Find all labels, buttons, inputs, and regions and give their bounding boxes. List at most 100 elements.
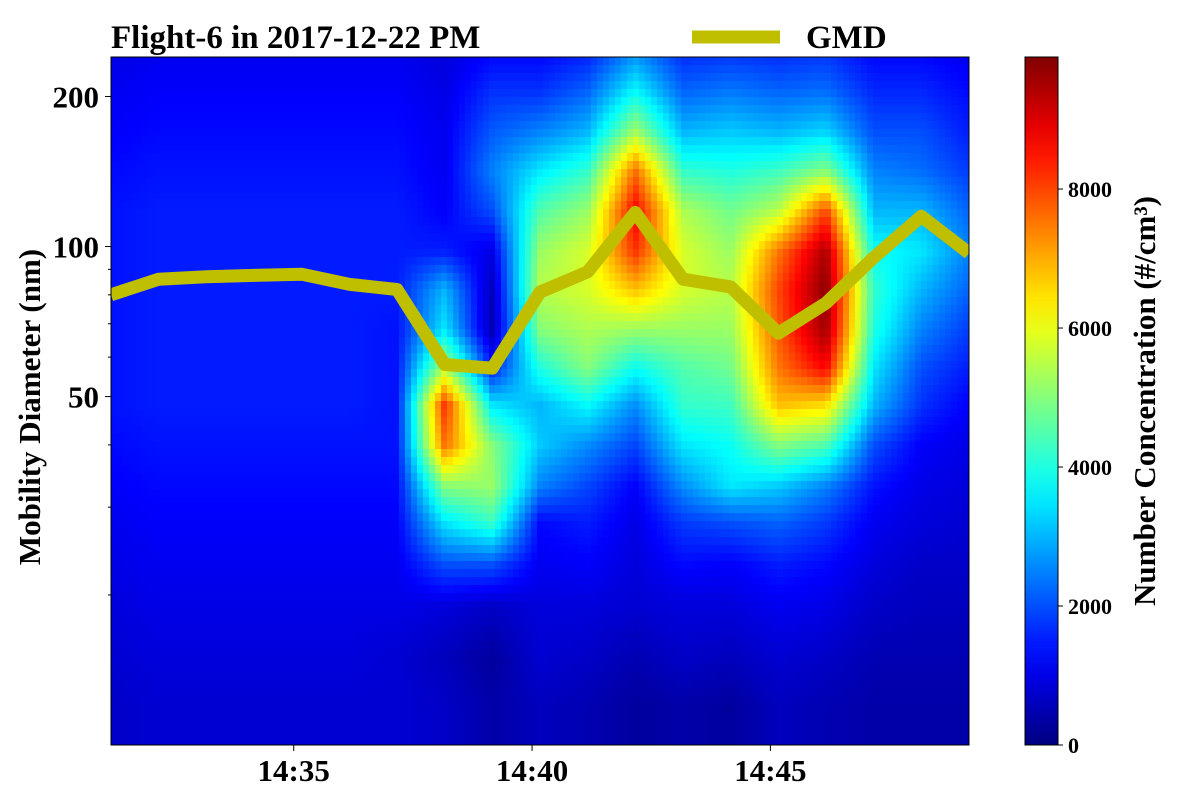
heatmap-cell — [207, 249, 214, 258]
heatmap-cell — [495, 185, 502, 194]
heatmap-cell — [153, 305, 160, 314]
heatmap-cell — [621, 185, 628, 194]
heatmap-cell — [633, 193, 640, 202]
heatmap-cell — [381, 329, 388, 338]
heatmap-cell — [405, 89, 412, 98]
heatmap-cell — [357, 209, 364, 218]
heatmap-cell — [843, 89, 850, 98]
heatmap-cell — [561, 257, 568, 266]
heatmap-cell — [525, 209, 532, 218]
heatmap-cell — [753, 249, 760, 258]
heatmap-cell — [765, 273, 772, 282]
heatmap-cell — [531, 97, 538, 106]
heatmap-cell — [927, 65, 934, 74]
heatmap-cell — [651, 305, 658, 314]
heatmap-cell — [363, 121, 370, 130]
heatmap-cell — [147, 97, 154, 106]
heatmap-cell — [591, 241, 598, 250]
heatmap-cell — [915, 185, 922, 194]
heatmap-cell — [159, 209, 166, 218]
heatmap-cell — [795, 65, 802, 74]
heatmap-cell — [807, 177, 814, 186]
heatmap-cell — [219, 105, 226, 114]
heatmap-cell — [195, 225, 202, 234]
heatmap-cell — [321, 225, 328, 234]
heatmap-cell — [393, 329, 400, 338]
heatmap-cell — [585, 185, 592, 194]
heatmap-cell — [309, 249, 316, 258]
heatmap-cell — [957, 105, 964, 114]
heatmap-cell — [357, 297, 364, 306]
heatmap-cell — [387, 201, 394, 210]
heatmap-cell — [747, 313, 754, 322]
heatmap-cell — [531, 241, 538, 250]
heatmap-cell — [315, 97, 322, 106]
heatmap-cell — [537, 209, 544, 218]
heatmap-cell — [153, 161, 160, 170]
heatmap-cell — [951, 153, 958, 162]
heatmap-cell — [783, 313, 790, 322]
heatmap-cell — [753, 161, 760, 170]
heatmap-cell — [507, 241, 514, 250]
heatmap-cell — [237, 153, 244, 162]
heatmap-cell — [771, 297, 778, 306]
heatmap-cell — [231, 265, 238, 274]
heatmap-cell — [741, 281, 748, 290]
heatmap-cell — [519, 97, 526, 106]
heatmap-cell — [333, 145, 340, 154]
heatmap-cell — [507, 273, 514, 282]
heatmap-cell — [765, 329, 772, 338]
heatmap-cell — [813, 57, 820, 66]
heatmap-cell — [801, 81, 808, 90]
heatmap-cell — [213, 57, 220, 66]
heatmap-cell — [879, 105, 886, 114]
heatmap-cell — [909, 113, 916, 122]
heatmap-cell — [117, 121, 124, 130]
heatmap-cell — [255, 129, 262, 138]
heatmap-cell — [867, 105, 874, 114]
heatmap-cell — [705, 121, 712, 130]
heatmap-cell — [237, 185, 244, 194]
heatmap-cell — [717, 209, 724, 218]
heatmap-cell — [477, 113, 484, 122]
heatmap-cell — [195, 177, 202, 186]
heatmap-cell — [153, 65, 160, 74]
heatmap-cell — [603, 89, 610, 98]
heatmap-cell — [717, 97, 724, 106]
heatmap-cell — [585, 65, 592, 74]
heatmap-cell — [789, 185, 796, 194]
heatmap-cell — [477, 201, 484, 210]
heatmap-cell — [735, 97, 742, 106]
heatmap-cell — [789, 113, 796, 122]
heatmap-cell — [855, 105, 862, 114]
heatmap-cell — [339, 193, 346, 202]
heatmap-cell — [705, 313, 712, 322]
heatmap-cell — [807, 233, 814, 242]
heatmap-cell — [915, 137, 922, 146]
heatmap-cell — [927, 201, 934, 210]
heatmap-cell — [747, 209, 754, 218]
heatmap-cell — [177, 169, 184, 178]
heatmap-cell — [381, 65, 388, 74]
heatmap-cell — [555, 313, 562, 322]
heatmap-cell — [135, 97, 142, 106]
heatmap-cell — [333, 137, 340, 146]
heatmap-cell — [303, 97, 310, 106]
heatmap-cell — [483, 121, 490, 130]
heatmap-cell — [519, 201, 526, 210]
heatmap-cell — [663, 273, 670, 282]
heatmap-cell — [417, 105, 424, 114]
heatmap-cell — [405, 201, 412, 210]
heatmap-cell — [135, 129, 142, 138]
heatmap-cell — [465, 145, 472, 154]
heatmap-cell — [459, 89, 466, 98]
heatmap-cell — [663, 65, 670, 74]
heatmap-cell — [885, 89, 892, 98]
heatmap-cell — [309, 177, 316, 186]
heatmap-cell — [663, 81, 670, 90]
heatmap-cell — [273, 217, 280, 226]
heatmap-cell — [669, 193, 676, 202]
heatmap-cell — [357, 89, 364, 98]
heatmap-cell — [933, 233, 940, 242]
heatmap-cell — [327, 121, 334, 130]
